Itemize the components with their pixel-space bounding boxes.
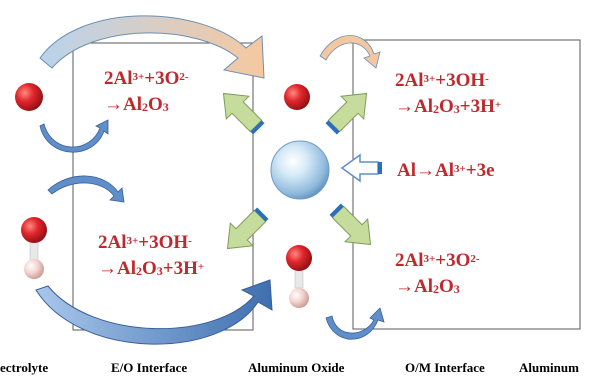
equation-line: →Al2O3 [395, 276, 460, 297]
blue-arc-arrow-icon [35, 279, 273, 345]
equation-om-bottom: 2Al3++3O2- →Al2O3 [395, 248, 480, 300]
equation-line: →Al2O3+3H+ [395, 96, 502, 117]
equation-om-top: 2Al3++3OH- →Al2O3+3H+ [395, 68, 501, 120]
label-aluminum: Aluminum [519, 360, 579, 375]
green-arrow-down-right-icon [329, 203, 372, 246]
white-arrow-left-icon [340, 153, 382, 183]
equation-line: 2Al3++3O2- [395, 250, 480, 271]
label-om-interface: O/M Interface [405, 360, 485, 375]
equation-eo-top: 2Al3++3O2- →Al2O3 [104, 66, 189, 118]
small-curve-arrow-icon [319, 35, 381, 69]
small-curve-arrow-icon [39, 119, 109, 153]
label-aluminum-oxide: Aluminum Oxide [248, 360, 345, 375]
small-curve-arrow-icon [325, 307, 385, 340]
equation-om-middle: Al→Al3++3e [397, 158, 495, 184]
equation-line: →Al2O3+3H+ [98, 258, 205, 279]
green-arrow-down-left-icon [226, 207, 269, 250]
oxygen-atom-icon [284, 84, 310, 110]
equation-line: Al→Al3++3e [397, 160, 495, 181]
equation-line: →Al2O3 [104, 94, 169, 115]
equation-line: 2Al3++3OH- [395, 70, 489, 91]
green-arrow-up-right-icon [325, 92, 368, 135]
small-curve-arrow-icon [47, 175, 125, 203]
green-arrow-up-left-icon [222, 92, 265, 135]
equation-line: 2Al3++3O2- [104, 68, 189, 89]
tan-arc-arrow-icon [39, 15, 265, 79]
label-electrolyte: ectrolyte [0, 360, 49, 375]
equation-eo-bottom: 2Al3++3OH- →Al2O3+3H+ [98, 230, 204, 282]
hydroxide-molecule-icon [286, 245, 312, 308]
aluminum-ion-sphere-icon [270, 140, 330, 200]
hydroxide-molecule-icon [21, 217, 47, 279]
om-interface-box [352, 39, 581, 330]
label-eo-interface: E/O Interface [111, 360, 188, 375]
equation-line: 2Al3++3OH- [98, 232, 192, 253]
oxygen-atom-icon [15, 83, 43, 111]
